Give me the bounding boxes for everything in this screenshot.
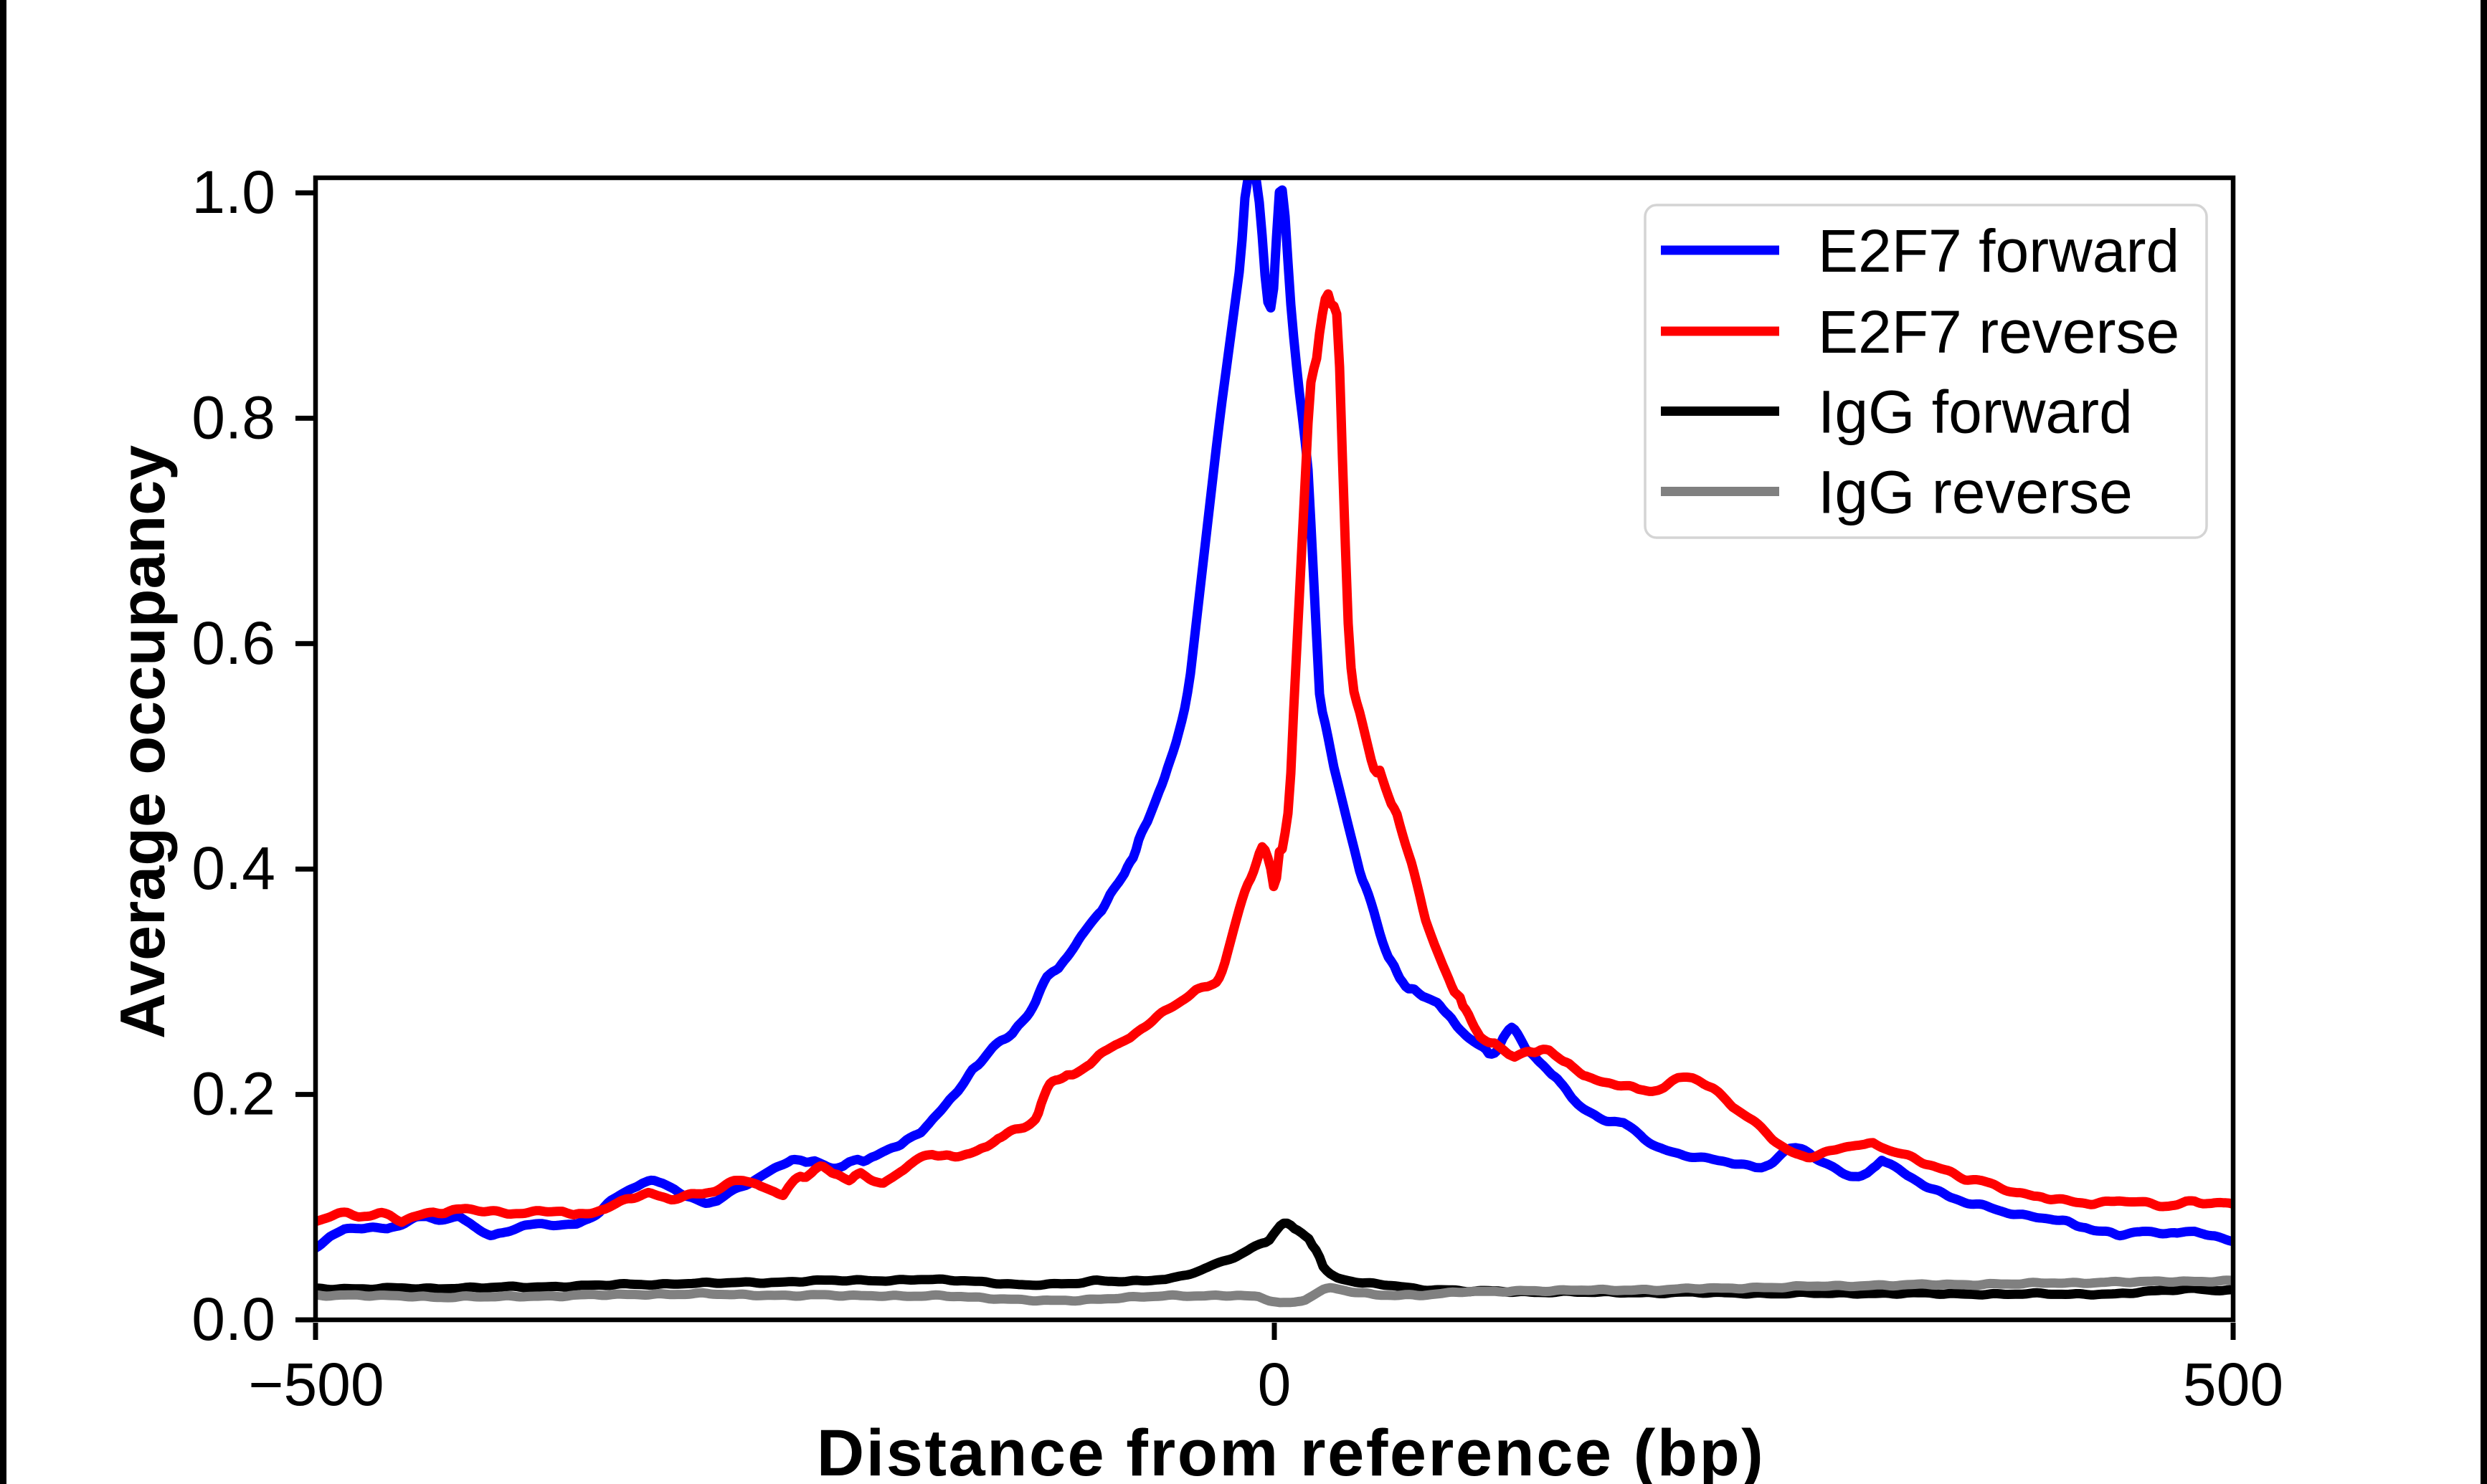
- svg-text:0.2: 0.2: [191, 1060, 275, 1128]
- svg-text:0: 0: [1258, 1351, 1292, 1418]
- svg-text:500: 500: [2183, 1351, 2283, 1418]
- svg-text:IgG forward: IgG forward: [1818, 379, 2133, 446]
- svg-text:Distance from reference (bp): Distance from reference (bp): [817, 1417, 1766, 1484]
- svg-text:Average occupancy: Average occupancy: [107, 445, 178, 1039]
- svg-text:0.8: 0.8: [191, 384, 275, 451]
- svg-text:1.0: 1.0: [191, 158, 275, 226]
- svg-text:0.0: 0.0: [191, 1285, 275, 1353]
- svg-text:IgG reverse: IgG reverse: [1818, 459, 2133, 526]
- svg-text:0.4: 0.4: [191, 834, 275, 902]
- svg-text:0.6: 0.6: [191, 609, 275, 677]
- svg-text:−500: −500: [248, 1351, 384, 1418]
- svg-text:E2F7 forward: E2F7 forward: [1818, 217, 2179, 285]
- svg-text:E2F7 reverse: E2F7 reverse: [1818, 298, 2179, 366]
